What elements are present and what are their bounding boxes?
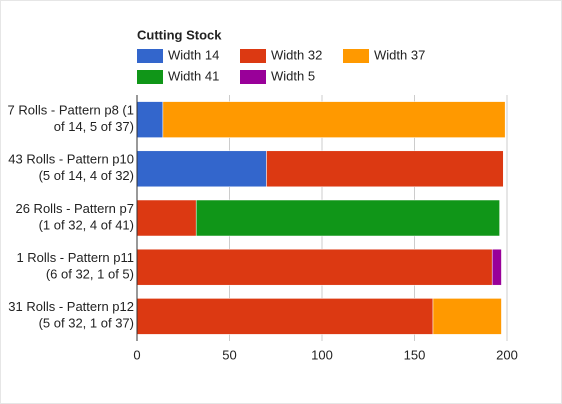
bar-segment xyxy=(136,248,493,286)
y-tick-label: 26 Rolls - Pattern p7 (1 of 32, 4 of 41) xyxy=(15,201,134,233)
x-tick-label: 150 xyxy=(404,347,426,362)
x-tick-label: 100 xyxy=(311,347,333,362)
legend-swatch xyxy=(240,70,266,84)
chart-title: Cutting Stock xyxy=(137,27,222,42)
legend-swatch xyxy=(343,49,369,63)
legend-swatch xyxy=(240,49,266,63)
bar-segment xyxy=(136,199,197,237)
bar-segment xyxy=(195,199,500,237)
y-tick-label: 43 Rolls - Pattern p10 (5 of 14, 4 of 32) xyxy=(8,152,134,184)
legend-label: Width 14 xyxy=(168,47,219,62)
y-tick-label: 31 Rolls - Pattern p12 (5 of 32, 1 of 37) xyxy=(8,300,134,332)
bar-segment xyxy=(136,101,164,138)
x-tick-label: 200 xyxy=(496,347,518,362)
bar-segment xyxy=(491,248,502,286)
bar-segment xyxy=(136,298,434,335)
bar-segment xyxy=(162,101,506,138)
legend-swatch xyxy=(137,49,163,63)
x-tick-label: 0 xyxy=(133,347,140,362)
legend-swatch xyxy=(137,70,163,84)
legend-label: Width 5 xyxy=(271,68,315,83)
y-tick-label: 7 Rolls - Pattern p8 (1 of 14, 5 of 37) xyxy=(8,103,134,135)
legend-label: Width 41 xyxy=(168,68,219,83)
bar-segment xyxy=(136,150,267,188)
legend-label: Width 32 xyxy=(271,47,322,62)
x-tick-label: 50 xyxy=(222,347,236,362)
legend-label: Width 37 xyxy=(374,47,425,62)
y-tick-label: 1 Rolls - Pattern p11 (6 of 32, 1 of 5) xyxy=(16,250,134,282)
bar-segment xyxy=(266,150,504,188)
bar-segment xyxy=(432,298,502,335)
